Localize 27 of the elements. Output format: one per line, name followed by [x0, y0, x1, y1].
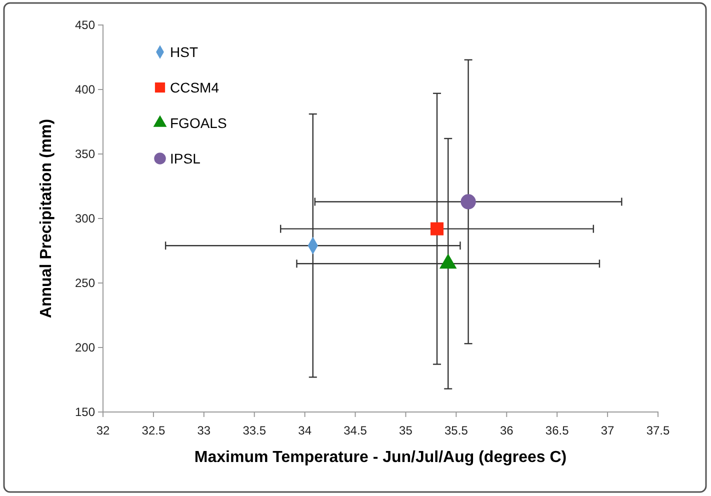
- y-tick-label: 350: [74, 146, 96, 161]
- legend-label: FGOALS: [170, 115, 227, 131]
- y-tick-label: 300: [74, 211, 96, 226]
- y-tick-label: 400: [74, 82, 96, 96]
- point: [460, 194, 476, 210]
- x-axis-title: Maximum Temperature - Jun/Jul/Aug (degrees C): [194, 449, 567, 466]
- y-axis-title: Annual Precipitation (mm): [38, 118, 55, 318]
- y-tick-label: 200: [74, 340, 96, 354]
- x-tick-label: 33.5: [242, 423, 266, 438]
- x-tick-label: 35: [399, 423, 413, 438]
- x-tick-label: 36.5: [545, 423, 570, 438]
- x-tick-label: 34.5: [344, 423, 368, 438]
- x-tick-label: 37: [600, 423, 615, 438]
- legend-label: HST: [170, 44, 198, 60]
- y-tick-label: 150: [74, 404, 96, 419]
- x-tick-label: 36: [500, 423, 514, 438]
- x-tick-label: 33: [197, 423, 211, 438]
- y-tick-label: 450: [74, 18, 96, 32]
- point: [430, 222, 444, 236]
- x-tick-label: 37.5: [646, 423, 670, 438]
- x-tick-label: 32.5: [142, 423, 166, 438]
- legend-label: IPSL: [170, 150, 201, 166]
- legend-label: CCSM4: [170, 80, 220, 96]
- x-tick-label: 32: [96, 423, 110, 438]
- x-tick-label: 35.5: [444, 423, 468, 438]
- x-tick-label: 34: [298, 423, 312, 438]
- y-tick-label: 250: [74, 276, 96, 290]
